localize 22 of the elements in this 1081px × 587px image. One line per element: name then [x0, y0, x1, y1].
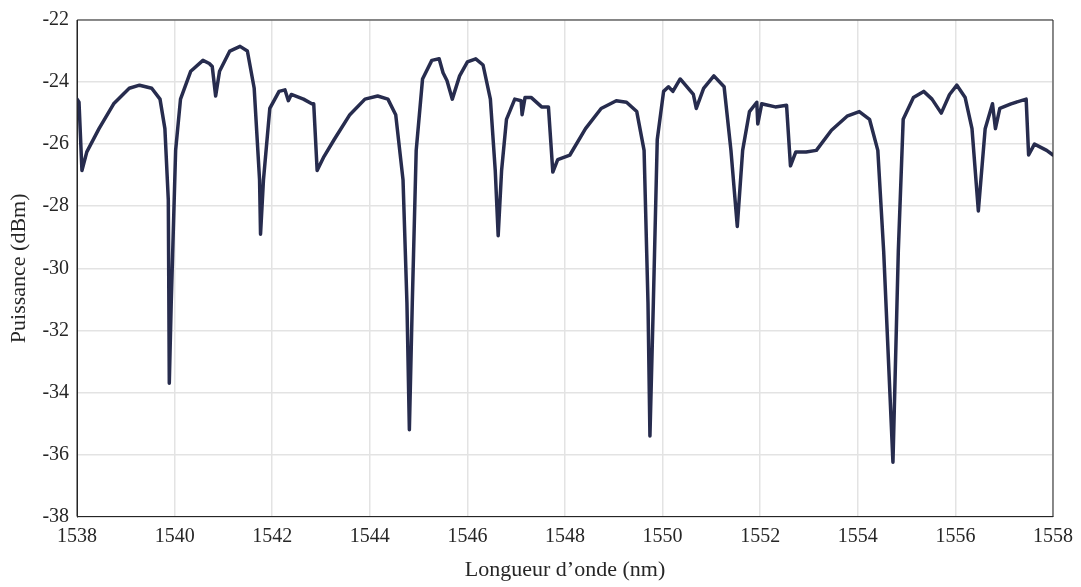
y-tick-label: -26: [42, 131, 70, 154]
x-tick-label: 1558: [1033, 523, 1073, 546]
y-axis-title: Puissance (dBm): [4, 193, 30, 344]
x-tick-label: 1548: [545, 523, 586, 546]
y-tick-label: -34: [42, 379, 70, 402]
x-axis-title: Longueur d’onde (nm): [464, 555, 666, 581]
x-tick-label: 1544: [349, 523, 390, 546]
y-tick-label: -38: [42, 503, 70, 526]
x-tick-label: 1542: [252, 523, 293, 546]
x-tick-label: 1556: [935, 523, 976, 546]
x-tick-label: 1540: [154, 523, 195, 546]
x-tick-label: 1546: [447, 523, 488, 546]
y-tick-label: -28: [42, 193, 70, 216]
x-tick-label: 1554: [837, 523, 878, 546]
y-tick-label: -24: [42, 69, 70, 92]
x-tick-label: 1552: [740, 523, 781, 546]
y-tick-label: -22: [42, 7, 70, 30]
x-tick-label: 1550: [642, 523, 683, 546]
y-tick-label: -36: [42, 441, 70, 464]
y-tick-label: -30: [42, 255, 70, 278]
x-tick-label: 1538: [57, 523, 98, 546]
y-tick-label: -32: [42, 317, 70, 340]
